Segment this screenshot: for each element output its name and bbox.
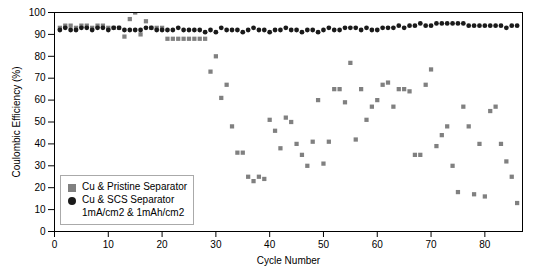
svg-text:30: 30	[34, 160, 46, 171]
html-text:Cu & Pristine Separator: Cu & Pristine Separator	[82, 180, 188, 192]
svg-text:90: 90	[34, 29, 46, 40]
svg-text:70: 70	[34, 72, 46, 83]
svg-text:100: 100	[29, 7, 46, 18]
svg-text:50: 50	[34, 116, 46, 127]
svg-text:40: 40	[34, 138, 46, 149]
svg-text:80: 80	[479, 239, 491, 250]
svg-text:60: 60	[372, 239, 384, 250]
svg-text:0: 0	[40, 226, 46, 237]
svg-text:30: 30	[210, 239, 222, 250]
svg-text:60: 60	[34, 94, 46, 105]
svg-text:Cycle Number: Cycle Number	[257, 255, 321, 266]
svg-text:0: 0	[52, 239, 58, 250]
svg-text:10: 10	[34, 204, 46, 215]
svg-text:80: 80	[34, 51, 46, 62]
html-text:Cu & SCS Separator 1mA/cm2 & 1: Cu & SCS Separator 1mA/cm2 & 1mAh/cm2	[82, 194, 185, 218]
svg-text:40: 40	[264, 239, 276, 250]
svg-text:Coulombic Efficiency (%): Coulombic Efficiency (%)	[11, 67, 22, 178]
svg-text:20: 20	[157, 239, 169, 250]
svg-text:20: 20	[34, 182, 46, 193]
svg-text:50: 50	[318, 239, 330, 250]
svg-text:10: 10	[103, 239, 115, 250]
svg-text:70: 70	[425, 239, 437, 250]
